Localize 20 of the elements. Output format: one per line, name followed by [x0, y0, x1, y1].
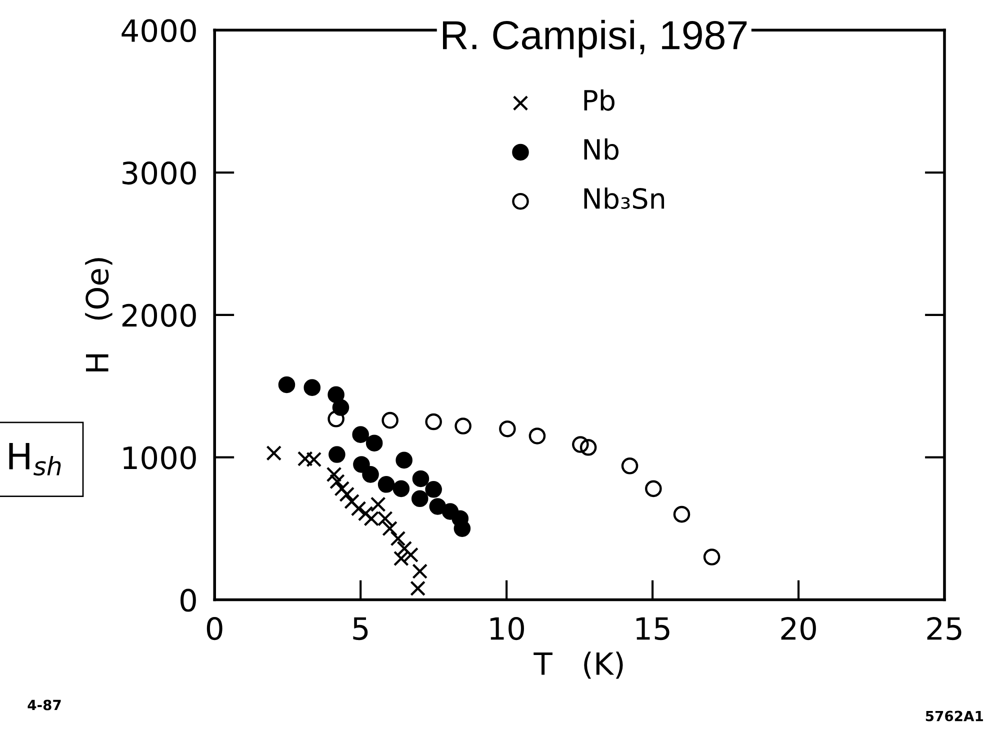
- chart-title: R. Campisi, 1987: [443, 20, 747, 58]
- x-tick-label: 5: [353, 617, 368, 640]
- x-tick-label: 20: [781, 616, 816, 640]
- x-tick-label: 25: [927, 616, 962, 640]
- y-axis-title: H (Oe): [85, 258, 112, 372]
- x-tick-label: 0: [206, 616, 222, 640]
- y-tick-label: 1000: [124, 446, 196, 470]
- x-tick-label: 10: [490, 616, 524, 640]
- y-tick-label: 4000: [122, 19, 196, 42]
- text: 4-87: [28, 700, 61, 710]
- y-tick-label: 3000: [122, 161, 196, 185]
- x-tick-label: 15: [636, 617, 670, 640]
- legend-label: Pb: [584, 89, 614, 111]
- text: 5762A1: [926, 710, 983, 722]
- y-tick-label: 0: [180, 588, 196, 612]
- text: H$_{sh}$: [9, 442, 61, 476]
- legend-label: Nb: [584, 138, 618, 160]
- legend-label: Nb₃Sn: [584, 188, 664, 210]
- y-tick-label: 2000: [122, 304, 196, 327]
- x-axis-title: T (K): [534, 652, 623, 679]
